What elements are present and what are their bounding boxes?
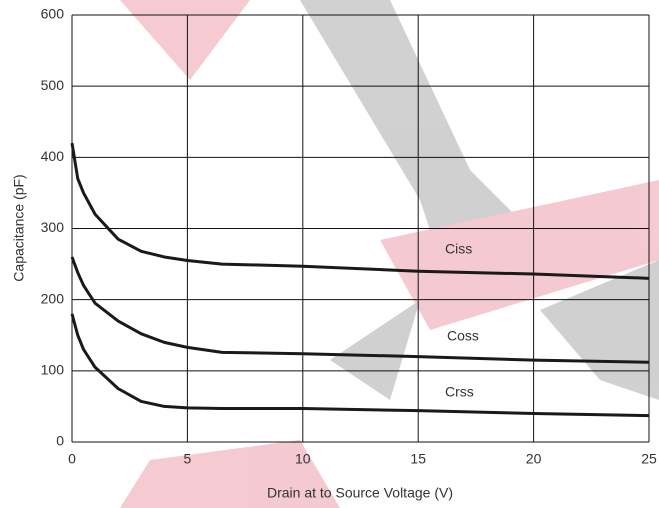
series-line [70, 256, 650, 364]
watermark-shape [120, 0, 250, 80]
watermark-shape [120, 440, 340, 508]
x-axis-title: Drain at to Source Voltage (V) [267, 485, 453, 501]
watermark-shape [300, 0, 520, 260]
series-label: Crss [445, 384, 474, 400]
series-line [70, 142, 650, 280]
watermark-shape [330, 300, 420, 400]
y-tick-label: 500 [41, 77, 65, 93]
y-tick-label: 200 [41, 290, 65, 306]
x-tick-label: 25 [641, 451, 657, 467]
x-tick-label: 5 [184, 451, 192, 467]
x-tick-label: 10 [295, 451, 311, 467]
x-tick-label: 15 [410, 451, 426, 467]
y-axis-title: Capacitance (pF) [11, 174, 27, 281]
series-label: Coss [447, 328, 479, 344]
watermark-shape [380, 180, 659, 330]
watermark [120, 0, 659, 508]
y-tick-label: 100 [41, 362, 65, 378]
y-tick-label: 300 [41, 219, 65, 235]
y-tick-label: 600 [41, 6, 65, 22]
y-tick-label: 0 [56, 433, 64, 449]
series-line [70, 313, 650, 418]
y-tick-label: 400 [41, 148, 65, 164]
x-tick-label: 20 [526, 451, 542, 467]
series-label: Ciss [445, 241, 472, 257]
x-tick-label: 0 [68, 451, 76, 467]
watermark-shape [540, 260, 659, 400]
